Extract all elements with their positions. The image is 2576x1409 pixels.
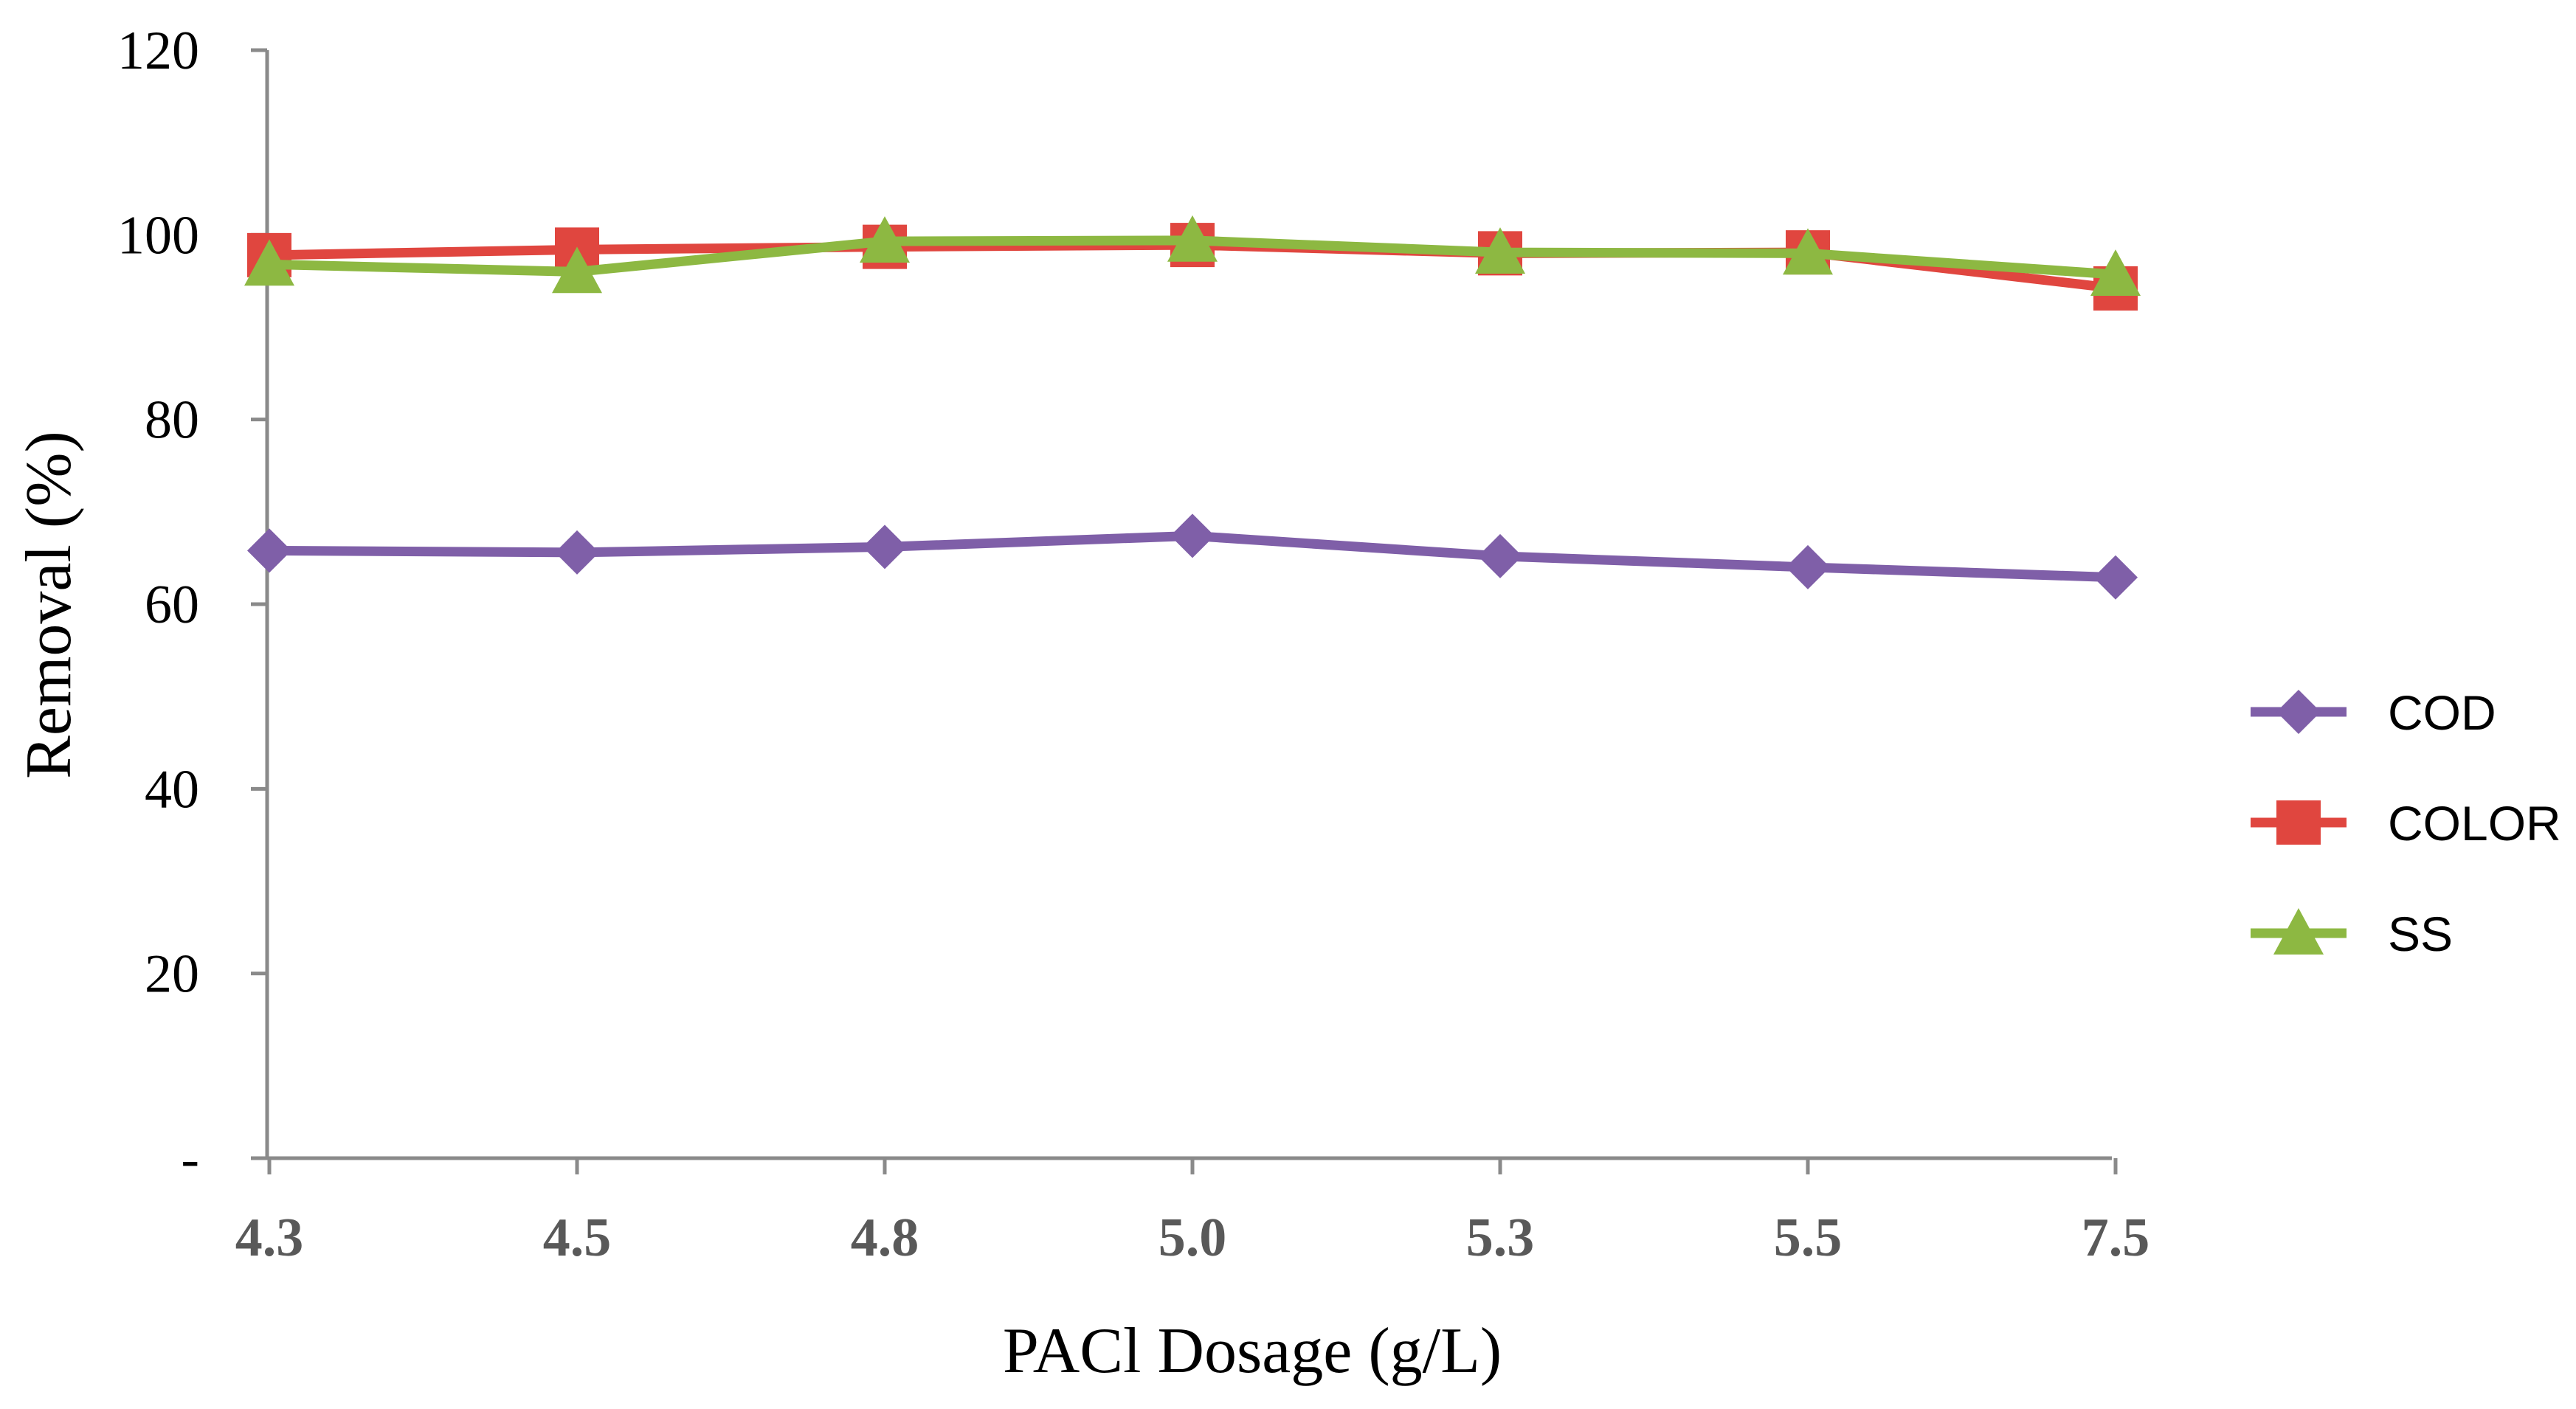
legend-label: SS [2388, 907, 2453, 961]
legend-label: COD [2388, 685, 2496, 740]
y-axis-title: Removal (%) [13, 431, 85, 779]
data-point-cod [1786, 544, 1830, 589]
y-ticks: - 20 40 60 80 100 120 [117, 21, 267, 1189]
x-tick-label: 5.3 [1466, 1208, 1535, 1268]
y-tick-label: 20 [145, 944, 199, 1005]
x-axis-title: PACl Dosage (g/L) [1003, 1315, 1502, 1387]
data-point-ss [1475, 227, 1525, 274]
legend-label: COLOR [2388, 796, 2561, 851]
y-tick-label: 100 [117, 205, 199, 266]
legend-item-ss: SS [2251, 907, 2453, 961]
y-tick-label: - [181, 1129, 199, 1189]
legend-marker-ss [2273, 908, 2324, 955]
data-point-cod [1170, 513, 1215, 558]
data-point-ss [2090, 249, 2141, 297]
x-tick-label: 4.5 [543, 1208, 612, 1268]
series-ss [244, 215, 2141, 297]
axes [265, 50, 2112, 1160]
legend: COD COLOR SS [2251, 685, 2561, 961]
data-point-ss [1167, 215, 1218, 262]
data-point-cod [247, 528, 291, 573]
x-tick-label: 4.8 [851, 1208, 919, 1268]
x-tick-label: 7.5 [2082, 1208, 2150, 1268]
data-point-ss [1783, 228, 1833, 275]
data-point-ss [244, 239, 294, 286]
data-point-ss [860, 216, 910, 263]
legend-marker-color [2276, 800, 2321, 845]
data-point-cod [555, 530, 599, 575]
series-layer [244, 215, 2141, 600]
y-tick-label: 120 [117, 21, 199, 81]
x-tick-label: 5.5 [1774, 1208, 1843, 1268]
x-tick-label: 4.3 [235, 1208, 304, 1268]
data-point-cod [1478, 533, 1522, 578]
legend-marker-cod [2276, 690, 2321, 734]
series-cod [247, 513, 2138, 600]
y-tick-label: 80 [145, 390, 199, 451]
x-ticks: 4.3 4.5 4.8 5.0 5.3 5.5 7.5 [235, 1158, 2150, 1268]
x-tick-label: 5.0 [1158, 1208, 1227, 1268]
legend-item-color: COLOR [2251, 796, 2561, 851]
legend-item-cod: COD [2251, 685, 2496, 740]
data-point-cod [863, 525, 907, 570]
y-tick-label: 60 [145, 575, 199, 635]
data-point-cod [2093, 555, 2138, 600]
y-tick-label: 40 [145, 759, 199, 820]
data-point-ss [552, 246, 602, 294]
